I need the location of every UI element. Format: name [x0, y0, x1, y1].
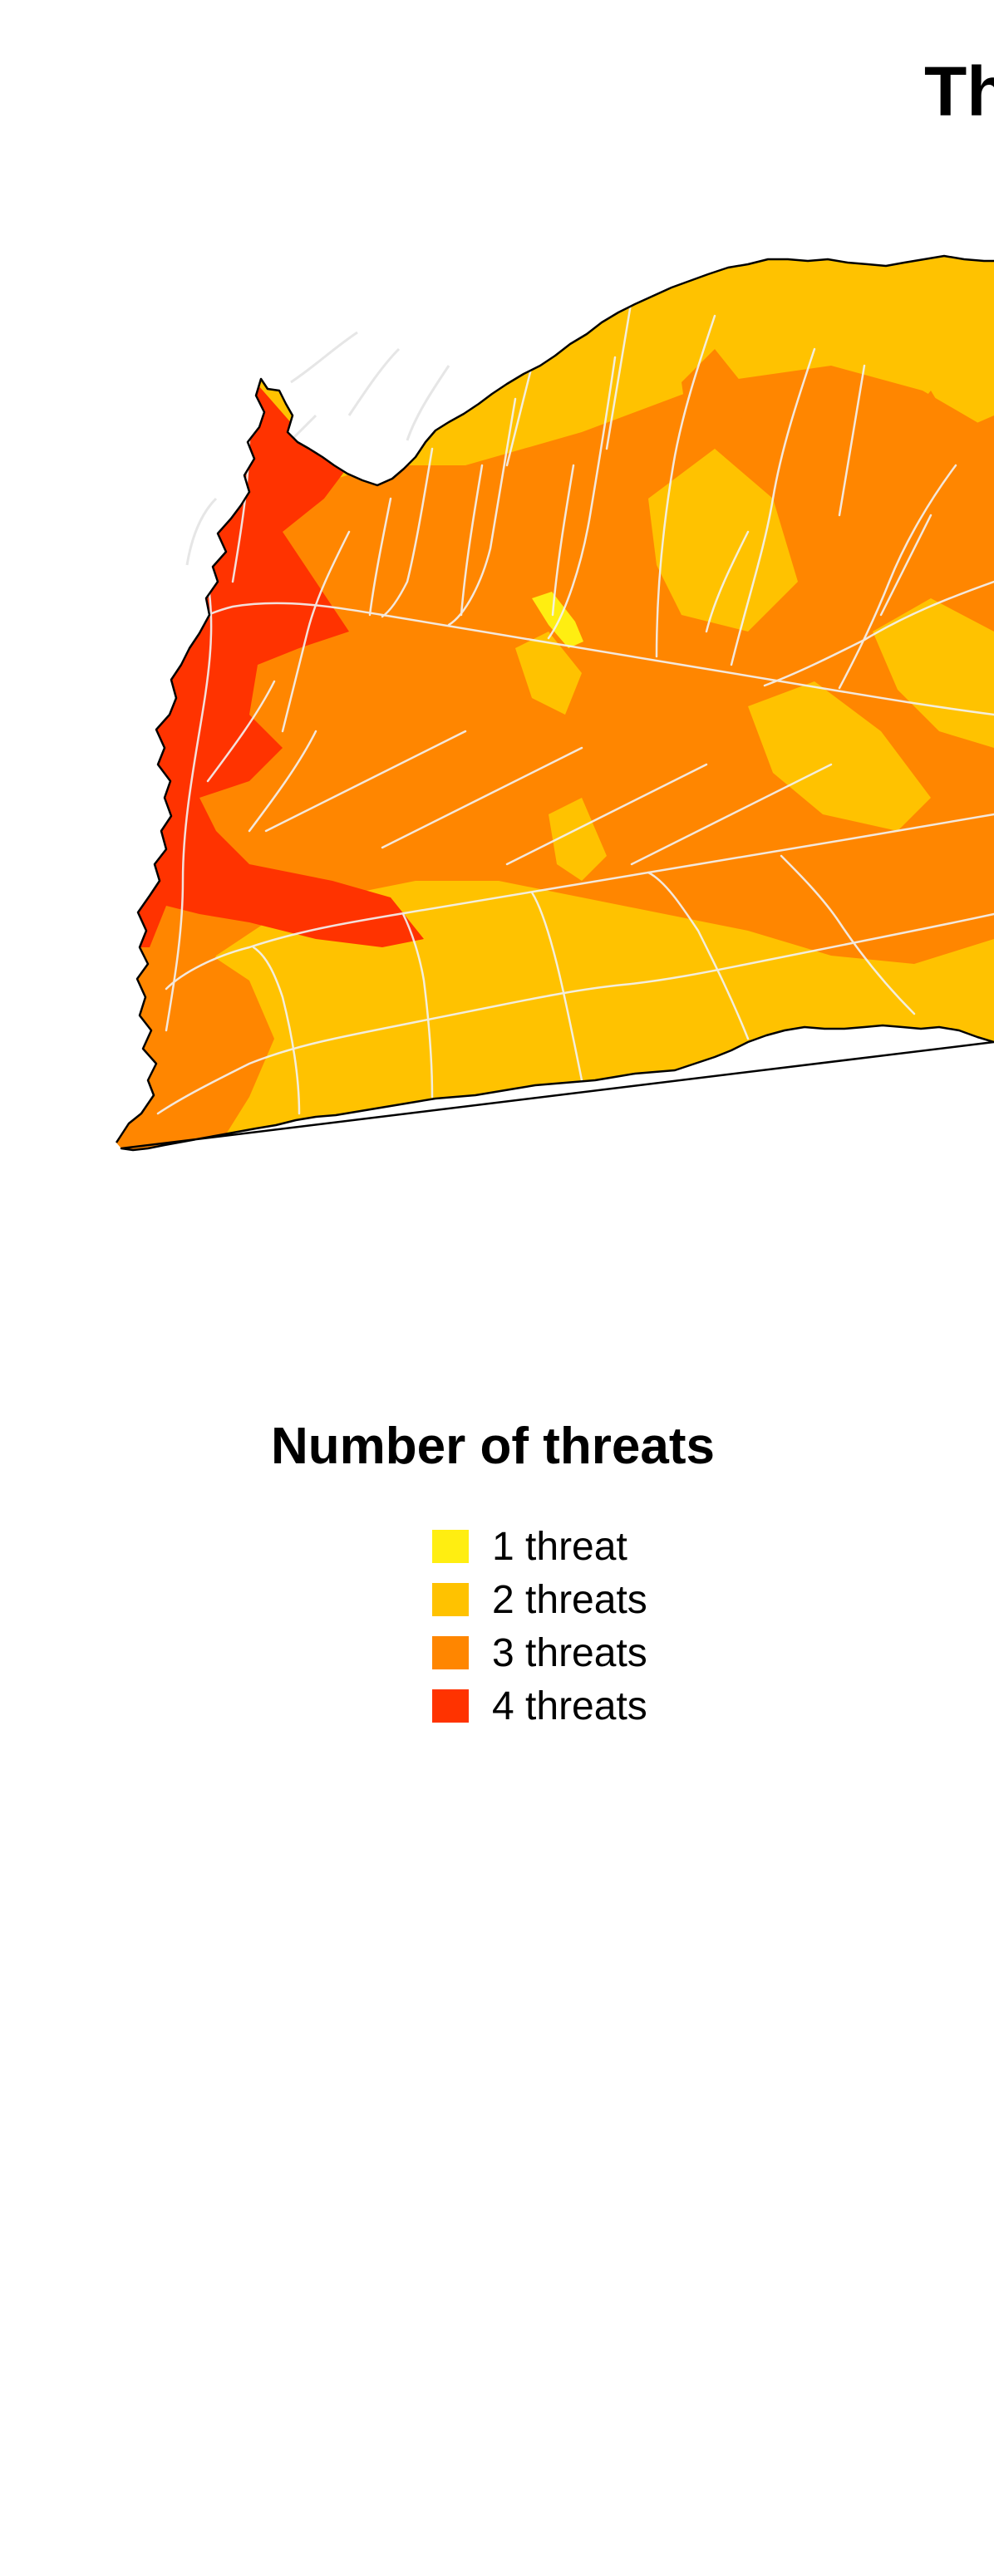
river-network: [156, 297, 994, 1115]
region-two-threats-island-2: [748, 681, 931, 831]
legend-label-3-threats: 3 threats: [492, 1630, 647, 1675]
legend-swatch-3-threats: [432, 1636, 469, 1669]
legend-item-1-threat: 1 threat: [432, 1520, 781, 1573]
basin-outline: [115, 254, 994, 1152]
map-title: Th: [924, 52, 994, 130]
legend-item-4-threats: 4 threats: [432, 1679, 781, 1733]
legend-label-1-threat: 1 threat: [492, 1524, 627, 1569]
legend-label-4-threats: 4 threats: [492, 1684, 647, 1728]
region-two-threats-island-1: [648, 449, 798, 632]
legend-label-2-threats: 2 threats: [492, 1577, 647, 1622]
region-two-threats-island-5: [515, 632, 582, 715]
legend-list: 1 threat 2 threats 3 threats 4 threats: [266, 1520, 781, 1733]
legend-item-2-threats: 2 threats: [432, 1573, 781, 1626]
legend-swatch-4-threats: [432, 1689, 469, 1723]
legend-swatch-1-threat: [432, 1530, 469, 1563]
region-three-threats-tongue-1: [898, 391, 994, 665]
threat-regions: [116, 256, 994, 1150]
legend: Number of threats 1 threat 2 threats 3 t…: [266, 1417, 781, 1733]
region-two-threats-island-3: [549, 798, 607, 881]
region-one-threat: [532, 592, 583, 648]
legend-swatch-2-threats: [432, 1583, 469, 1616]
legend-item-3-threats: 3 threats: [432, 1626, 781, 1679]
legend-title: Number of threats: [271, 1418, 715, 1475]
threat-map: [115, 254, 994, 1152]
